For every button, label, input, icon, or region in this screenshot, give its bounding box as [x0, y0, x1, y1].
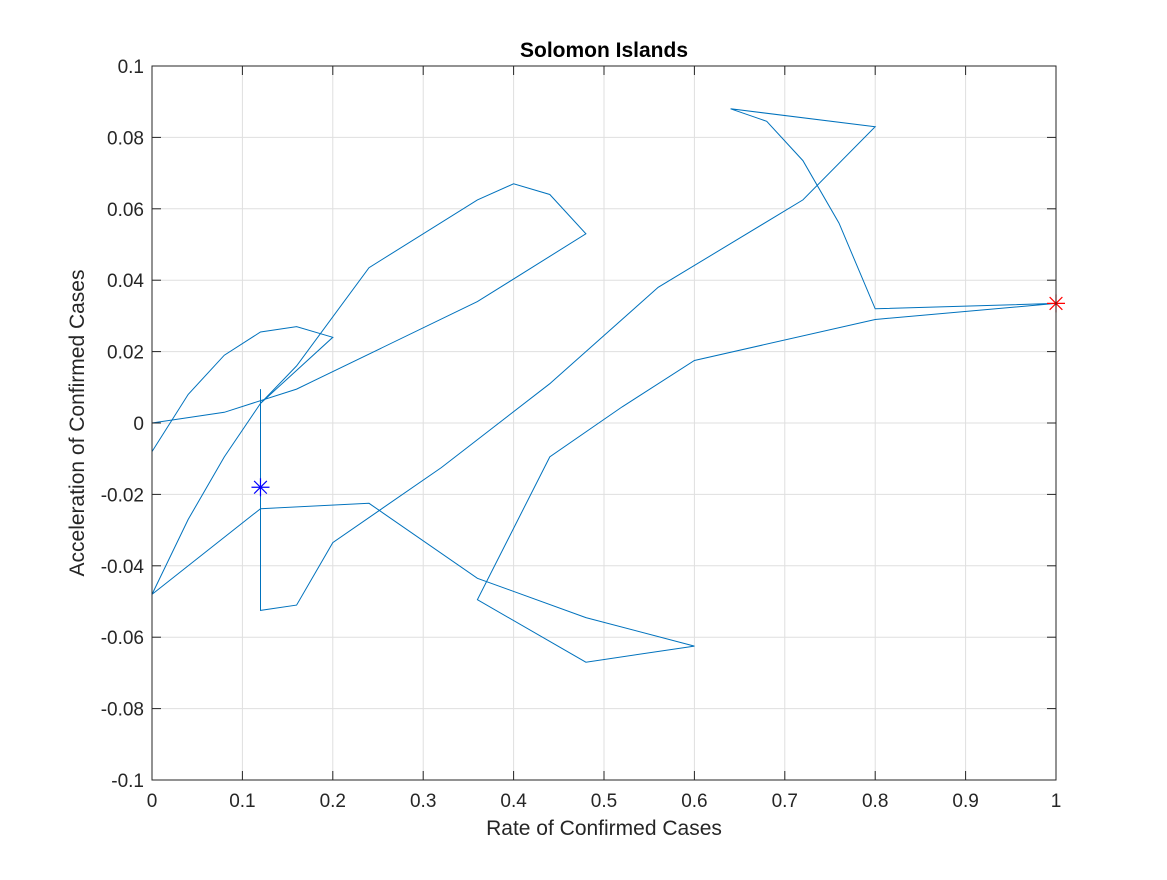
y-tick-label: -0.08 [101, 700, 144, 721]
y-tick-label: 0.08 [107, 128, 144, 149]
y-tick-label: 0.06 [107, 200, 144, 221]
y-tick-label: 0.1 [118, 57, 144, 78]
x-tick-label: 0.3 [410, 791, 436, 812]
y-tick-label: -0.1 [111, 771, 144, 792]
y-tick-label: -0.06 [101, 628, 144, 649]
y-tick-label: 0.04 [107, 271, 144, 292]
y-tick-label: 0 [133, 414, 144, 435]
x-tick-label: 0.5 [591, 791, 617, 812]
y-tick-label: 0.02 [107, 343, 144, 364]
x-tick-label: 0.2 [320, 791, 346, 812]
x-tick-label: 0.6 [681, 791, 707, 812]
x-tick-label: 0.9 [952, 791, 978, 812]
marker-stroke [253, 480, 268, 495]
series-line-1 [151, 108, 1057, 663]
series-line-2 [151, 183, 587, 424]
y-axis-label: Acceleration of Confirmed Cases [66, 270, 89, 577]
ticks: 0 0.1 0.2 0.3 0.4 0.5 0.6 0.7 0.8 0.9 1 -0.1 -0.08 -0… [101, 57, 1062, 812]
x-tick-label: 1 [1051, 791, 1062, 812]
x-tick-label: 0.8 [862, 791, 888, 812]
x-tick-label: 0 [147, 791, 158, 812]
y-tick-label: -0.02 [101, 485, 144, 506]
x-tick-label: 0.4 [500, 791, 527, 812]
x-axis-label: Rate of Confirmed Cases [486, 817, 722, 840]
y-tick-label: -0.04 [101, 557, 145, 578]
series-group [151, 108, 1057, 663]
x-tick-label: 0.1 [229, 791, 255, 812]
chart-title: Solomon Islands [520, 39, 688, 62]
x-tick-label: 0.7 [772, 791, 798, 812]
start-marker [251, 478, 270, 497]
